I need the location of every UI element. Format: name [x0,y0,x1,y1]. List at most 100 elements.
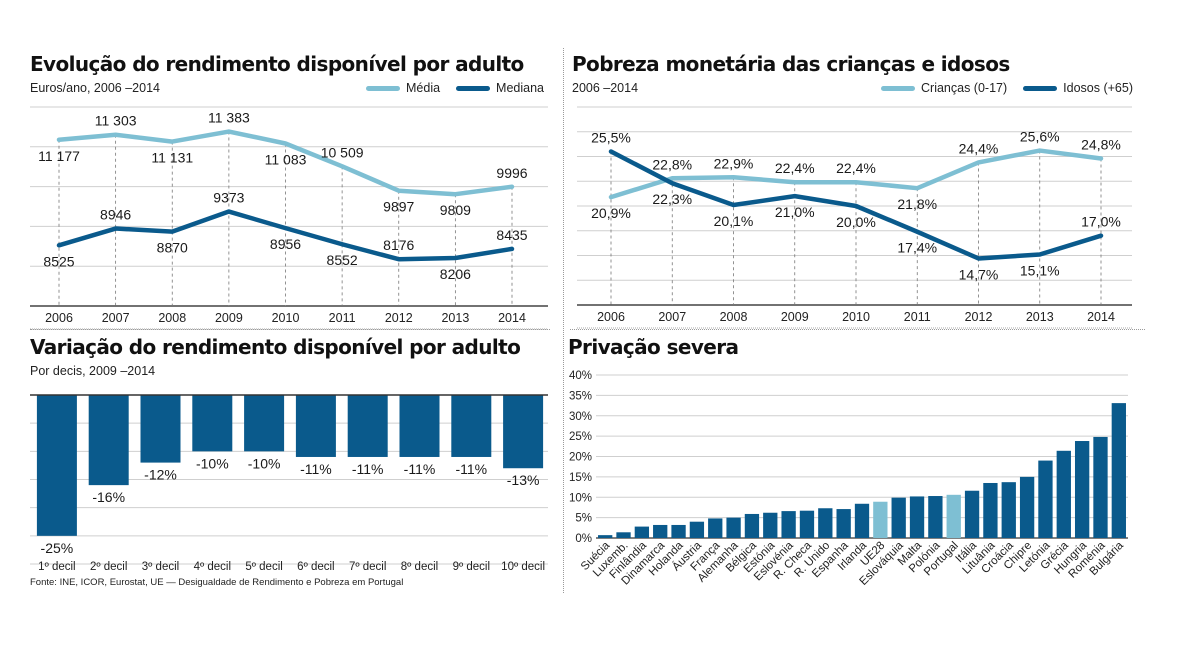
legend-label-idosos: Idosos (+65) [1063,81,1133,95]
bar [708,518,723,538]
chart-title-variacao: Variação do rendimento disponível por ad… [30,335,521,359]
data-label: 8870 [157,240,188,256]
bar-value-label: -10% [248,455,281,471]
x-tick-label: 2011 [904,310,931,324]
chart-title-pobreza: Pobreza monetária das crianças e idosos [572,52,1010,76]
legend-item-idosos: Idosos (+65) [1023,81,1133,95]
bar [799,510,815,538]
source-note: Fonte: INE, ICOR, Eurostat, UE — Desigua… [30,577,404,588]
x-tick-label: 2006 [45,311,73,325]
bar [140,395,181,463]
data-label: 22,4% [836,160,876,176]
bar [244,395,285,452]
data-label: 11 383 [208,110,250,126]
bar [399,395,440,457]
data-label: 25,5% [591,130,631,146]
legend-swatch-criancas [881,85,916,91]
bar [1019,476,1035,538]
bar-value-label: -13% [507,472,540,488]
y-tick-label: 30% [569,411,592,423]
category-label: 10º decil [501,561,545,573]
bar [192,395,233,452]
legend-rendimento: Média Mediana [356,81,544,95]
bar [909,496,925,538]
legend-swatch-idosos [1023,85,1058,91]
bar-value-label: -16% [92,489,125,505]
bar [781,511,796,538]
chart-subtitle-variacao: Por decis, 2009 –2014 [30,364,156,378]
data-label: 21,0% [775,204,815,220]
x-tick-label: 2011 [329,311,356,325]
bar-value-label: -11% [404,461,436,477]
bar [598,535,613,538]
legend-swatch-media [366,85,400,91]
x-tick-label: 2008 [158,311,186,325]
bar [295,395,336,457]
bar [88,395,129,486]
bar [726,517,741,538]
y-tick-label: 0% [575,533,592,545]
bar-value-label: -25% [41,540,74,556]
bar [451,395,492,457]
bar [964,490,980,538]
data-label: 9373 [213,190,244,206]
data-label: 25,6% [1020,129,1060,145]
bar-value-label: -10% [196,455,229,471]
x-tick-label: 2013 [1026,310,1054,324]
data-label: 20,9% [591,205,631,221]
x-tick-label: 2014 [498,311,526,325]
chart-title-rendimento: Evolução do rendimento disponível por ad… [30,52,524,76]
data-label: 8956 [270,236,301,252]
y-tick-label: 15% [569,472,592,484]
x-tick-label: 2006 [597,310,625,324]
bar [36,395,77,536]
category-label: 2º decil [90,561,127,573]
bar-value-label: -11% [352,461,384,477]
bar [928,496,943,538]
x-tick-label: 2009 [215,311,243,325]
x-tick-label: 2007 [658,310,686,324]
bar [1056,450,1071,538]
data-label: 20,1% [714,213,754,229]
legend-pobreza: Crianças (0-17) Idosos (+65) [871,81,1133,95]
legend-item-criancas: Crianças (0-17) [881,81,1007,95]
category-label: 4º decil [194,561,231,573]
bar [873,501,888,538]
data-label: 17,4% [897,240,937,256]
data-label: 24,4% [959,140,999,156]
chart-title-privacao: Privação severa [568,335,739,359]
y-tick-label: 20% [569,452,592,464]
data-label: 11 131 [151,150,193,166]
x-tick-label: 2014 [1087,310,1115,324]
bar [836,509,851,538]
bar [1038,460,1053,538]
bar [347,395,388,457]
bar [1111,403,1126,538]
data-label: 15,1% [1020,263,1060,279]
row-separator-right [570,329,1145,330]
category-label: 6º decil [297,561,334,573]
category-label: 1º decil [38,561,75,573]
legend-label-media: Média [406,81,441,95]
legend-label-criancas: Crianças (0-17) [921,81,1008,95]
bar-value-label: -12% [144,467,177,483]
legend-item-mediana: Mediana [456,81,544,95]
bar [653,524,668,538]
y-tick-label: 35% [569,390,592,402]
bar [671,524,686,538]
bar [616,532,631,538]
bar [818,508,833,538]
chart-subtitle-rendimento: Euros/ano, 2006 –2014 [30,81,160,95]
bar [854,503,870,538]
x-tick-label: 2012 [965,310,993,324]
x-tick-label: 2013 [441,311,469,325]
category-label: 7º decil [349,561,386,573]
category-label: 3º decil [142,561,179,573]
bar [744,513,760,538]
bar [946,494,961,538]
category-label: 9º decil [453,561,490,573]
data-label: 8435 [496,227,527,243]
